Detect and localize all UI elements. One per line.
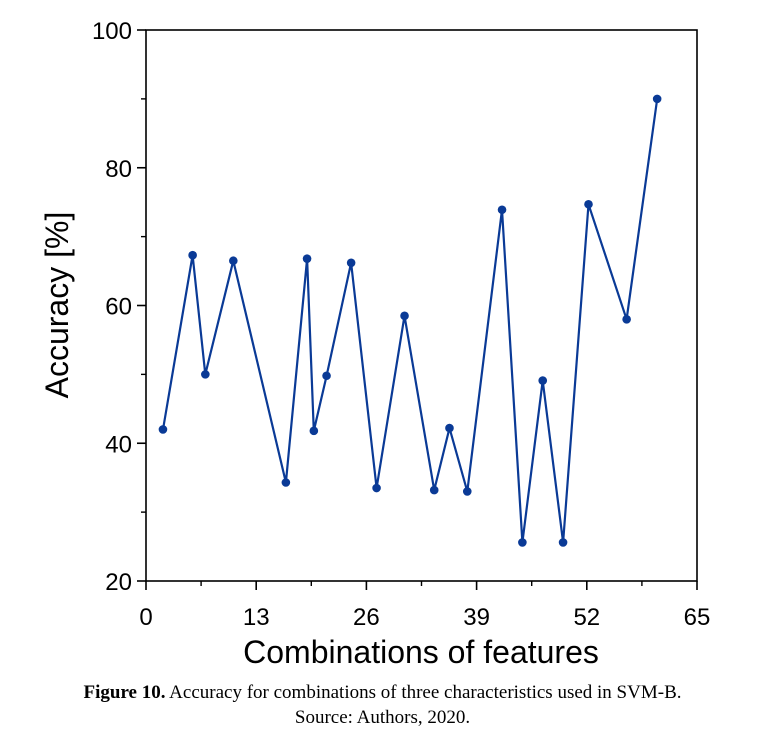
data-point <box>538 376 548 385</box>
data-point <box>188 250 197 260</box>
data-point <box>302 254 312 263</box>
data-point <box>322 371 331 381</box>
caption-figure-label: Figure 10. <box>83 682 166 703</box>
data-point <box>429 485 439 495</box>
data-point <box>652 94 662 104</box>
data-point <box>346 258 356 268</box>
data-point <box>622 314 631 324</box>
y-tick-label: 60 <box>105 294 132 321</box>
figure-caption: Figure 10. Accuracy for combinations of … <box>0 680 765 730</box>
caption-line-1: Figure 10. Accuracy for combinations of … <box>0 680 765 705</box>
data-point <box>309 426 319 436</box>
data-point <box>281 478 291 487</box>
y-tick-label: 40 <box>105 431 132 458</box>
data-point <box>518 538 527 547</box>
data-point <box>372 483 381 493</box>
y-axis-ticks <box>137 29 146 582</box>
data-point <box>201 370 210 379</box>
y-tick-label: 20 <box>105 569 132 596</box>
data-point <box>400 311 409 321</box>
x-tick-label: 13 <box>243 604 270 631</box>
data-point <box>584 199 593 209</box>
data-point <box>229 256 238 266</box>
x-tick-label: 0 <box>139 604 152 631</box>
y-axis-tick-labels: 20 40 60 80 100 <box>92 18 132 596</box>
data-points <box>158 94 662 547</box>
x-tick-label: 65 <box>684 604 711 631</box>
accuracy-line-chart: 0 13 26 39 52 65 20 40 60 80 100 Combinations of … <box>39 18 710 670</box>
data-point <box>462 487 472 496</box>
y-axis-title: Accuracy [%] <box>39 212 75 399</box>
accuracy-series-line <box>161 98 659 543</box>
y-tick-label: 100 <box>92 18 132 45</box>
plot-frame <box>145 29 698 582</box>
x-axis-title: Combinations of features <box>243 634 599 670</box>
x-axis-tick-labels: 0 13 26 39 52 65 <box>139 604 710 631</box>
data-point <box>158 425 168 434</box>
data-point <box>497 205 507 215</box>
data-point <box>445 423 454 433</box>
x-axis-ticks <box>145 581 698 590</box>
caption-text: Accuracy for combinations of three chara… <box>165 682 682 703</box>
y-tick-label: 80 <box>105 156 132 183</box>
x-tick-label: 26 <box>353 604 380 631</box>
x-tick-label: 52 <box>573 604 600 631</box>
caption-source: Source: Authors, 2020. <box>294 707 471 728</box>
data-point <box>558 538 568 547</box>
x-tick-label: 39 <box>463 604 490 631</box>
